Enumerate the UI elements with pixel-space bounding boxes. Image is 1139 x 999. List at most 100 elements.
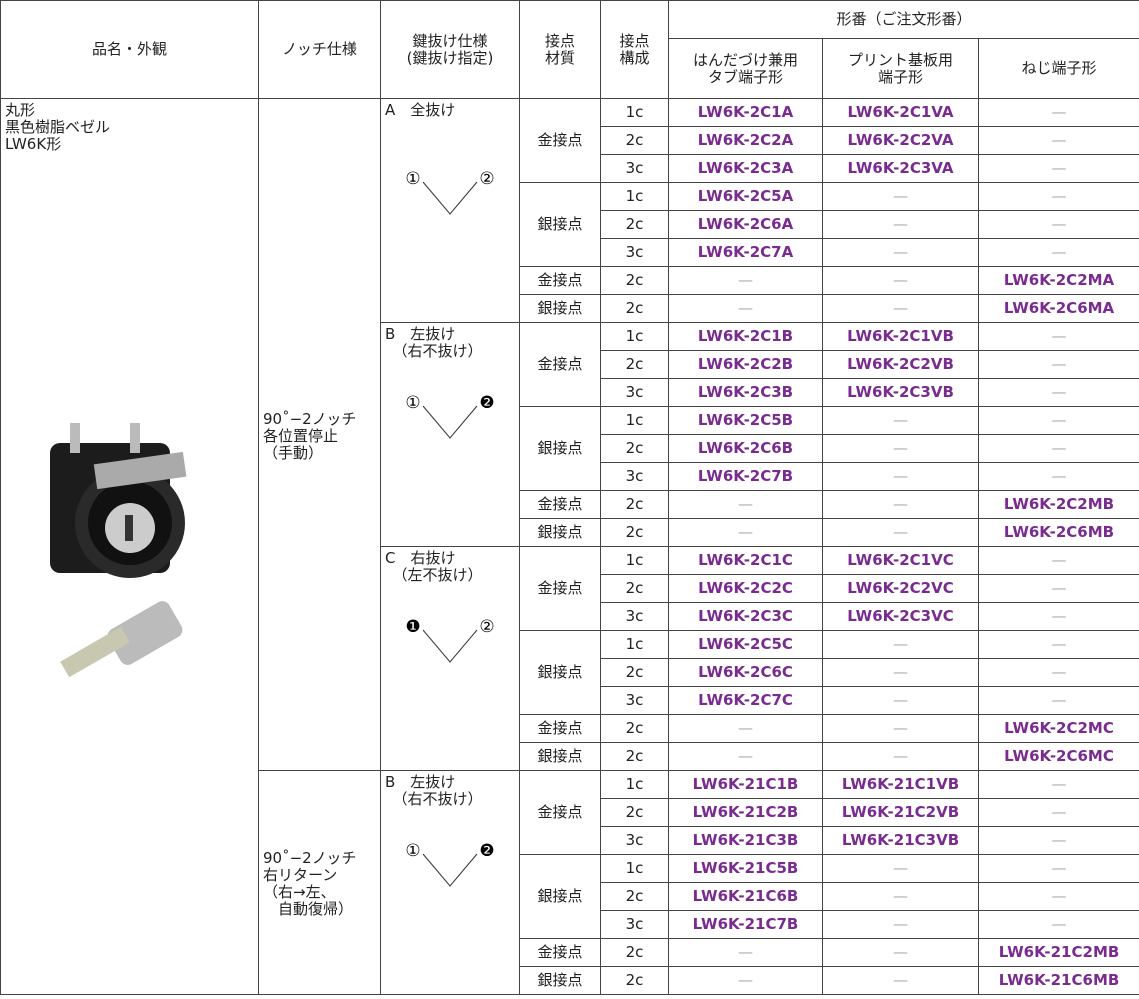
part-number: — [977, 238, 1139, 267]
config-cell: 1c [600, 546, 669, 575]
material-cell: 銀接点 [519, 406, 601, 491]
v-line [422, 629, 478, 663]
part-number: — [977, 686, 1139, 715]
data-row: 3c LW6K-2C7B — — [1, 462, 1139, 491]
part-number: — [822, 658, 979, 687]
part-number: LW6K-21C5B [668, 854, 823, 883]
part-number: — [822, 406, 979, 435]
part-number: — [822, 630, 979, 659]
config-cell: 1c [600, 406, 669, 435]
part-number: — [822, 742, 979, 771]
part-number: — [822, 294, 979, 323]
key-cell: A 全抜け ① ② [380, 98, 520, 323]
header-cell: はんだづけ兼用 タブ端子形 [668, 38, 823, 99]
config-cell: 2c [600, 742, 669, 771]
part-number: — [977, 854, 1139, 883]
part-number: — [977, 182, 1139, 211]
config-cell: 1c [600, 98, 669, 127]
data-row: 銀接点 1c LW6K-21C5B — — [1, 854, 1139, 939]
key-label: C 右抜け （左不抜け） [385, 549, 483, 584]
part-number: LW6K-2C1VC [822, 546, 979, 575]
header-row: はんだづけ兼用 タブ端子形 プリント基板用 端子形 ねじ端子形 [1, 38, 1139, 99]
part-number: LW6K-2C2VC [822, 574, 979, 603]
part-number: LW6K-2C3VB [822, 378, 979, 407]
part-number: LW6K-2C3C [668, 602, 823, 631]
part-number: — [977, 630, 1139, 659]
part-number: LW6K-2C3VA [822, 154, 979, 183]
header-cell: 品名・外観 [0, 0, 259, 99]
key-cell: C 右抜け （左不抜け） ❶ ② [380, 546, 520, 771]
data-row: 3c LW6K-2C7C — — [1, 686, 1139, 715]
config-cell: 2c [600, 798, 669, 827]
config-cell: 2c [600, 490, 669, 519]
position-label: ① [405, 169, 420, 189]
part-number: — [977, 602, 1139, 631]
position-label: ② [479, 617, 494, 637]
config-cell: 2c [600, 210, 669, 239]
part-number: — [977, 322, 1139, 351]
part-number: LW6K-2C6MB [977, 518, 1139, 547]
data-row: 2c LW6K-2C6B — — [1, 434, 1139, 463]
data-row: 2c LW6K-2C2C LW6K-2C2VC — [1, 574, 1139, 603]
part-number: LW6K-2C1A [668, 98, 823, 127]
part-number: LW6K-2C7A [668, 238, 823, 267]
part-number: — [822, 714, 979, 743]
config-cell: 3c [600, 378, 669, 407]
data-row: 2c LW6K-21C2B LW6K-21C2VB — [1, 798, 1139, 827]
data-row: 3c LW6K-2C3B LW6K-2C3VB — [1, 378, 1139, 407]
part-number: — [822, 266, 979, 295]
part-number: LW6K-2C6C [668, 658, 823, 687]
config-cell: 3c [600, 602, 669, 631]
data-row: 銀接点 1c LW6K-2C5C — — [1, 630, 1139, 715]
position-label: ① [405, 841, 420, 861]
material-cell: 銀接点 [519, 742, 601, 771]
part-number: LW6K-21C1VB [822, 770, 979, 799]
header-cell: ノッチ仕様 [258, 0, 381, 99]
part-number: — [977, 826, 1139, 855]
header-cell: ねじ端子形 [977, 38, 1139, 99]
part-number: LW6K-21C6B [668, 882, 823, 911]
part-number: LW6K-2C1VB [822, 322, 979, 351]
material-cell: 金接点 [519, 770, 601, 855]
data-row: 丸形 黒色樹脂ベゼル LW6K形 90˚−2ノッチ 各位置停止 （手動） A 全抜け… [0, 98, 1139, 995]
part-number: LW6K-21C1B [668, 770, 823, 799]
part-number: LW6K-2C2MB [977, 490, 1139, 519]
config-cell: 2c [600, 938, 669, 967]
part-number: — [822, 434, 979, 463]
notch-cell: 90˚−2ノッチ 各位置停止 （手動） [258, 98, 381, 771]
part-number: LW6K-21C7B [668, 910, 823, 939]
part-number: LW6K-2C5A [668, 182, 823, 211]
header-cell: 接点 材質 [519, 0, 601, 99]
part-number: — [822, 182, 979, 211]
part-number: — [977, 658, 1139, 687]
key-cell: B 左抜け （右不抜け） ① ❷ [380, 770, 520, 995]
material-cell: 銀接点 [519, 182, 601, 267]
data-row: 3c LW6K-21C3B LW6K-21C3VB — [1, 826, 1139, 855]
part-number: — [668, 266, 823, 295]
part-number: — [822, 938, 979, 967]
config-cell: 3c [600, 154, 669, 183]
part-number: — [668, 742, 823, 771]
part-number: LW6K-21C3VB [822, 826, 979, 855]
part-number: — [822, 966, 979, 995]
part-number: — [977, 434, 1139, 463]
part-number: LW6K-2C1C [668, 546, 823, 575]
data-row: 銀接点 2c — — LW6K-2C6MA [1, 294, 1139, 323]
config-cell: 3c [600, 238, 669, 267]
part-number: LW6K-2C5C [668, 630, 823, 659]
part-number: LW6K-21C6MB [977, 966, 1139, 995]
part-number: LW6K-2C2VB [822, 350, 979, 379]
data-row: 金接点 2c — — LW6K-21C2MB [1, 938, 1139, 967]
config-cell: 3c [600, 686, 669, 715]
material-cell: 銀接点 [519, 518, 601, 547]
part-number: LW6K-2C2MA [977, 266, 1139, 295]
position-label: ① [405, 393, 420, 413]
part-number: — [822, 854, 979, 883]
part-number: — [977, 882, 1139, 911]
part-number: LW6K-2C3B [668, 378, 823, 407]
config-cell: 3c [600, 826, 669, 855]
config-cell: 2c [600, 882, 669, 911]
part-number: — [822, 882, 979, 911]
